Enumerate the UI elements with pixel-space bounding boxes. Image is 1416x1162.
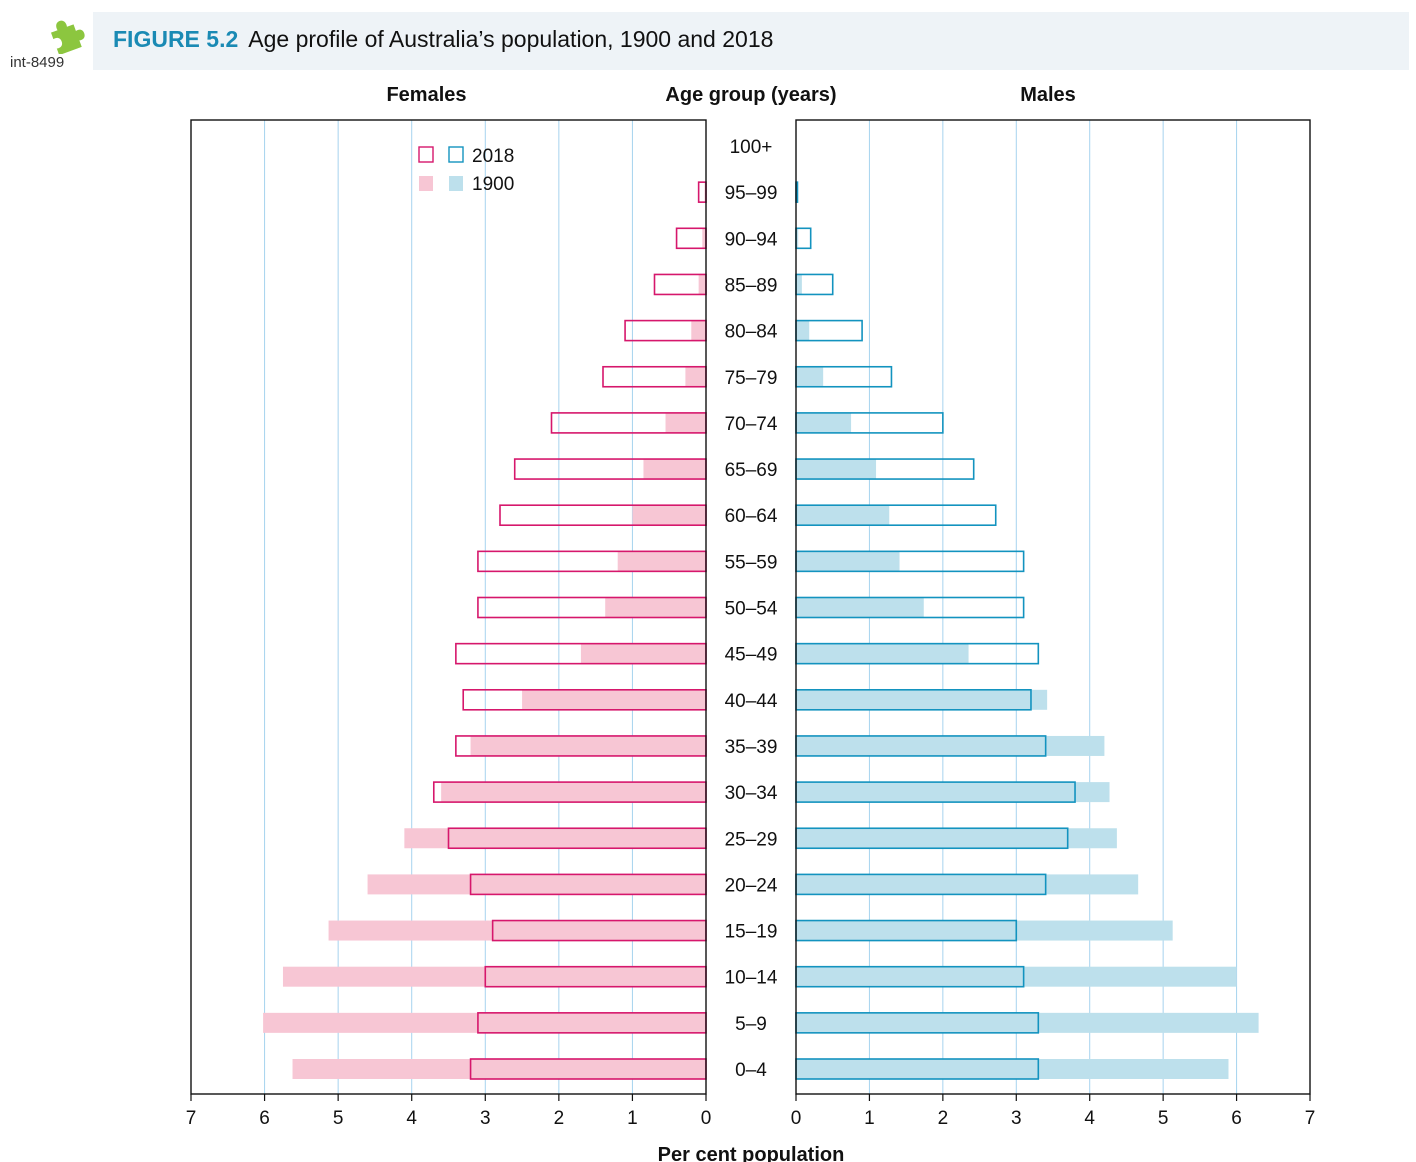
- age-group-label: 75–79: [725, 368, 778, 389]
- age-group-label: 90–94: [725, 229, 778, 250]
- age-group-label: 100+: [730, 137, 773, 158]
- legend-swatch-male-1900: [449, 176, 463, 191]
- legend-swatch-female-2018: [418, 146, 434, 163]
- x-tick-label: 6: [1231, 1108, 1242, 1129]
- bar-female-1900: [702, 228, 706, 249]
- x-tick-label: 5: [1158, 1108, 1169, 1129]
- males-panel-frame: [795, 119, 1311, 1095]
- bar-male-1900: [796, 920, 1173, 941]
- bar-male-1900: [796, 320, 810, 341]
- legend-label-1900: 1900: [472, 174, 514, 195]
- bar-male-1900: [796, 505, 890, 526]
- age-group-label: 80–84: [725, 322, 778, 343]
- bar-female-1900: [580, 643, 706, 664]
- age-group-label: 35–39: [725, 737, 778, 758]
- bar-female-2018: [653, 273, 707, 296]
- age-group-label: 70–74: [725, 414, 778, 435]
- x-tick-label: 4: [1084, 1108, 1095, 1129]
- bar-female-1900: [367, 874, 706, 895]
- figure-header-bar: [93, 12, 1409, 70]
- age-group-label: 85–89: [725, 275, 778, 296]
- bar-male-1900: [796, 412, 852, 433]
- bar-male-1900: [796, 459, 877, 480]
- females-panel-frame: [190, 119, 707, 1095]
- bar-male-1900: [796, 874, 1139, 895]
- age-group-header: Age group (years): [665, 84, 836, 106]
- bar-female-1900: [263, 1012, 706, 1033]
- x-tick-label: 5: [333, 1108, 344, 1129]
- bar-female-1900: [632, 505, 706, 526]
- age-group-label: 15–19: [725, 922, 778, 943]
- bar-female-1900: [691, 320, 706, 341]
- x-tick-label: 0: [791, 1108, 802, 1129]
- legend-swatch-female-1900: [419, 176, 433, 191]
- bar-male-1900: [796, 643, 969, 664]
- bar-male-1900: [796, 1059, 1229, 1079]
- x-tick-label: 1: [627, 1108, 638, 1129]
- bar-female-1900: [698, 274, 706, 295]
- females-header: Females: [386, 84, 466, 106]
- x-tick-label: 7: [1305, 1108, 1316, 1129]
- age-group-label: 95–99: [725, 183, 778, 204]
- age-group-label: 20–24: [725, 875, 778, 896]
- bar-female-1900: [643, 459, 706, 480]
- bar-female-1900: [617, 551, 706, 572]
- bar-female-1900: [404, 828, 706, 849]
- age-group-label: 50–54: [725, 599, 778, 620]
- bar-female-1900: [328, 920, 706, 941]
- bar-male-1900: [796, 782, 1110, 803]
- interactivity-tag[interactable]: int-8499: [10, 54, 65, 71]
- age-group-label: 10–14: [725, 968, 778, 989]
- x-tick-label: 0: [701, 1108, 712, 1129]
- bar-female-1900: [282, 966, 706, 987]
- bar-male-1900: [796, 966, 1237, 987]
- bar-male-1900: [796, 735, 1105, 756]
- x-tick-label: 3: [1011, 1108, 1022, 1129]
- bar-female-1900: [470, 735, 706, 756]
- legend-label-2018: 2018: [472, 146, 514, 167]
- x-tick-label: 7: [186, 1108, 197, 1129]
- bar-male-1900: [796, 1012, 1259, 1033]
- bar-female-1900: [665, 412, 706, 433]
- bar-male-1900: [796, 689, 1048, 710]
- figure-title: FIGURE 5.2 Age profile of Australia’s pop…: [113, 26, 773, 53]
- age-group-label: 45–49: [725, 645, 778, 666]
- x-tick-label: 1: [864, 1108, 875, 1129]
- bar-male-1900: [796, 228, 799, 249]
- bar-male-1900: [796, 274, 802, 295]
- puzzle-piece-icon[interactable]: [45, 14, 85, 54]
- figure-caption: Age profile of Australia’s population, 1…: [248, 26, 774, 52]
- x-axis-title: Per cent population: [658, 1144, 845, 1162]
- age-group-label: 0–4: [735, 1060, 767, 1081]
- bar-female-1900: [685, 366, 706, 387]
- bar-male-1900: [796, 597, 924, 618]
- x-tick-label: 6: [259, 1108, 270, 1129]
- males-header: Males: [1020, 84, 1076, 106]
- bar-female-1900: [522, 689, 706, 710]
- bar-female-1900: [441, 782, 706, 803]
- x-tick-label: 4: [406, 1108, 417, 1129]
- figure-number: FIGURE 5.2: [113, 26, 239, 52]
- legend-swatch-male-2018: [448, 146, 464, 163]
- x-tick-label: 2: [554, 1108, 565, 1129]
- bar-female-2018: [675, 227, 707, 250]
- age-group-label: 30–34: [725, 783, 778, 804]
- age-group-label: 40–44: [725, 691, 778, 712]
- x-tick-label: 3: [480, 1108, 491, 1129]
- bar-male-1900: [796, 551, 900, 572]
- age-group-label: 65–69: [725, 460, 778, 481]
- age-group-label: 25–29: [725, 829, 778, 850]
- x-tick-label: 2: [938, 1108, 949, 1129]
- age-group-label: 60–64: [725, 506, 778, 527]
- bar-female-1900: [292, 1059, 706, 1079]
- bar-female-1900: [605, 597, 706, 618]
- bar-male-1900: [796, 828, 1117, 849]
- age-group-label: 55–59: [725, 552, 778, 573]
- bar-male-1900: [796, 366, 824, 387]
- age-group-label: 5–9: [735, 1014, 767, 1035]
